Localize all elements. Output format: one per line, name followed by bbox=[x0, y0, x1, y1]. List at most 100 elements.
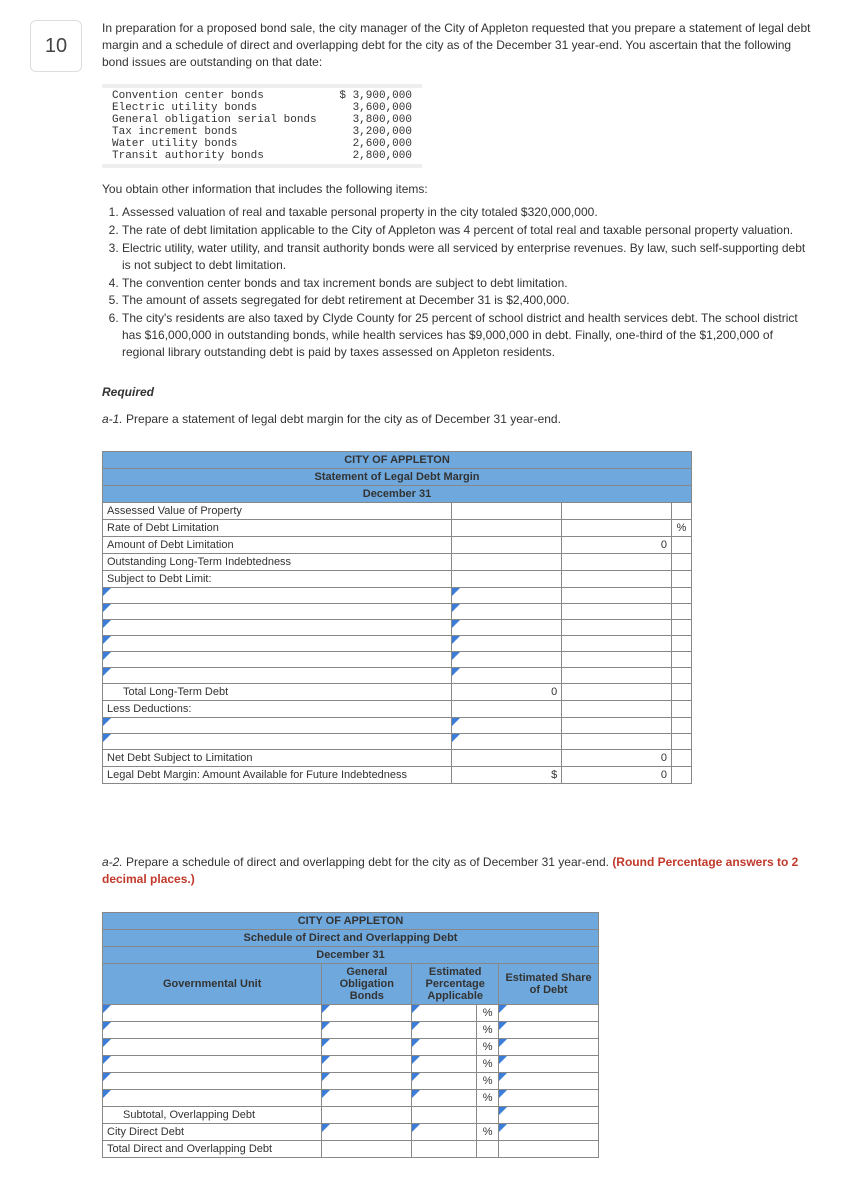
input-cell[interactable] bbox=[562, 604, 672, 620]
pct-suffix: % bbox=[477, 1072, 499, 1089]
computed-cell: 0 bbox=[562, 750, 672, 767]
bond-amount: $ 3,900,000 bbox=[339, 90, 412, 102]
input-cell[interactable] bbox=[562, 718, 672, 734]
input-cell[interactable] bbox=[562, 701, 672, 718]
dropdown-cell[interactable] bbox=[499, 1106, 599, 1123]
row-label: Total Direct and Overlapping Debt bbox=[103, 1140, 322, 1157]
dropdown-cell[interactable] bbox=[103, 604, 452, 620]
col-header: General Obligation Bonds bbox=[322, 963, 412, 1004]
dropdown-cell[interactable] bbox=[412, 1055, 477, 1072]
dropdown-cell[interactable] bbox=[103, 620, 452, 636]
bond-name: Electric utility bonds bbox=[112, 102, 257, 114]
dropdown-cell[interactable] bbox=[412, 1038, 477, 1055]
input-cell[interactable] bbox=[562, 520, 672, 537]
input-cell[interactable] bbox=[562, 554, 672, 571]
dropdown-cell[interactable] bbox=[103, 1055, 322, 1072]
question-number-badge: 10 bbox=[30, 20, 82, 72]
dropdown-cell[interactable] bbox=[103, 718, 452, 734]
dropdown-cell[interactable] bbox=[499, 1004, 599, 1021]
pct-suffix: % bbox=[477, 1038, 499, 1055]
computed-cell: 0 bbox=[562, 537, 672, 554]
info-lead: You obtain other information that includ… bbox=[102, 182, 811, 196]
a1-prompt: a-1. Prepare a statement of legal debt m… bbox=[102, 411, 811, 428]
dropdown-cell[interactable] bbox=[452, 636, 562, 652]
pct-suffix: % bbox=[477, 1089, 499, 1106]
dropdown-cell[interactable] bbox=[452, 652, 562, 668]
dropdown-cell[interactable] bbox=[452, 620, 562, 636]
t1-title: CITY OF APPLETON bbox=[103, 452, 692, 469]
pct-suffix: % bbox=[477, 1021, 499, 1038]
dropdown-cell[interactable] bbox=[452, 588, 562, 604]
dropdown-cell[interactable] bbox=[103, 652, 452, 668]
dropdown-cell[interactable] bbox=[103, 636, 452, 652]
bond-amount: 3,800,000 bbox=[353, 114, 412, 126]
dropdown-cell[interactable] bbox=[452, 668, 562, 684]
dropdown-cell[interactable] bbox=[103, 588, 452, 604]
input-cell[interactable] bbox=[562, 571, 672, 588]
dropdown-cell[interactable] bbox=[499, 1038, 599, 1055]
dropdown-cell[interactable] bbox=[322, 1055, 412, 1072]
dropdown-cell[interactable] bbox=[322, 1038, 412, 1055]
dropdown-cell[interactable] bbox=[322, 1072, 412, 1089]
row-label: Rate of Debt Limitation bbox=[103, 520, 452, 537]
dropdown-cell[interactable] bbox=[103, 1089, 322, 1106]
dropdown-cell[interactable] bbox=[412, 1072, 477, 1089]
input-cell[interactable] bbox=[562, 503, 672, 520]
dropdown-cell[interactable] bbox=[452, 604, 562, 620]
dropdown-cell[interactable] bbox=[499, 1021, 599, 1038]
t1-date: December 31 bbox=[103, 486, 692, 503]
dropdown-cell[interactable] bbox=[322, 1123, 412, 1140]
dropdown-cell[interactable] bbox=[412, 1021, 477, 1038]
dropdown-cell[interactable] bbox=[322, 1021, 412, 1038]
pct-suffix: % bbox=[671, 520, 691, 537]
dropdown-cell[interactable] bbox=[499, 1089, 599, 1106]
overlapping-debt-table: CITY OF APPLETON Schedule of Direct and … bbox=[102, 912, 599, 1158]
row-label: Less Deductions: bbox=[103, 701, 452, 718]
input-cell[interactable] bbox=[452, 554, 562, 571]
dropdown-cell[interactable] bbox=[412, 1004, 477, 1021]
t2-subtitle: Schedule of Direct and Overlapping Debt bbox=[103, 929, 599, 946]
computed-cell: 0 bbox=[452, 684, 562, 701]
pct-suffix: % bbox=[477, 1004, 499, 1021]
info-item: Electric utility, water utility, and tra… bbox=[122, 240, 811, 274]
dropdown-cell[interactable] bbox=[103, 1072, 322, 1089]
input-cell[interactable] bbox=[562, 684, 672, 701]
dropdown-cell[interactable] bbox=[412, 1089, 477, 1106]
bond-name: Convention center bonds bbox=[112, 90, 264, 102]
dropdown-cell[interactable] bbox=[452, 734, 562, 750]
dropdown-cell[interactable] bbox=[103, 1038, 322, 1055]
col-header: Estimated Percentage Applicable bbox=[412, 963, 499, 1004]
row-label: Legal Debt Margin: Amount Available for … bbox=[103, 767, 452, 784]
input-cell[interactable] bbox=[562, 734, 672, 750]
input-cell[interactable] bbox=[452, 750, 562, 767]
input-cell[interactable] bbox=[562, 620, 672, 636]
dropdown-cell[interactable] bbox=[103, 1021, 322, 1038]
input-cell[interactable] bbox=[562, 652, 672, 668]
dropdown-cell[interactable] bbox=[499, 1072, 599, 1089]
dropdown-cell[interactable] bbox=[499, 1055, 599, 1072]
dropdown-cell[interactable] bbox=[499, 1123, 599, 1140]
dropdown-cell[interactable] bbox=[322, 1004, 412, 1021]
input-cell[interactable] bbox=[562, 636, 672, 652]
dropdown-cell[interactable] bbox=[322, 1089, 412, 1106]
input-cell[interactable] bbox=[452, 571, 562, 588]
info-item: Assessed valuation of real and taxable p… bbox=[122, 204, 811, 221]
dropdown-cell[interactable] bbox=[103, 734, 452, 750]
dropdown-cell[interactable] bbox=[103, 668, 452, 684]
col-header: Estimated Share of Debt bbox=[499, 963, 599, 1004]
input-cell[interactable] bbox=[562, 588, 672, 604]
input-cell[interactable] bbox=[452, 537, 562, 554]
input-cell[interactable] bbox=[452, 520, 562, 537]
dropdown-cell[interactable] bbox=[412, 1123, 477, 1140]
bond-name: Water utility bonds bbox=[112, 138, 237, 150]
legal-debt-margin-table: CITY OF APPLETON Statement of Legal Debt… bbox=[102, 451, 692, 784]
bond-name: Transit authority bonds bbox=[112, 150, 264, 162]
input-cell[interactable] bbox=[562, 668, 672, 684]
t2-date: December 31 bbox=[103, 946, 599, 963]
dropdown-cell[interactable] bbox=[452, 718, 562, 734]
dropdown-cell[interactable] bbox=[103, 1004, 322, 1021]
input-cell[interactable] bbox=[452, 503, 562, 520]
required-heading: Required bbox=[102, 385, 811, 399]
input-cell[interactable] bbox=[452, 701, 562, 718]
row-label: Outstanding Long-Term Indebtedness bbox=[103, 554, 452, 571]
